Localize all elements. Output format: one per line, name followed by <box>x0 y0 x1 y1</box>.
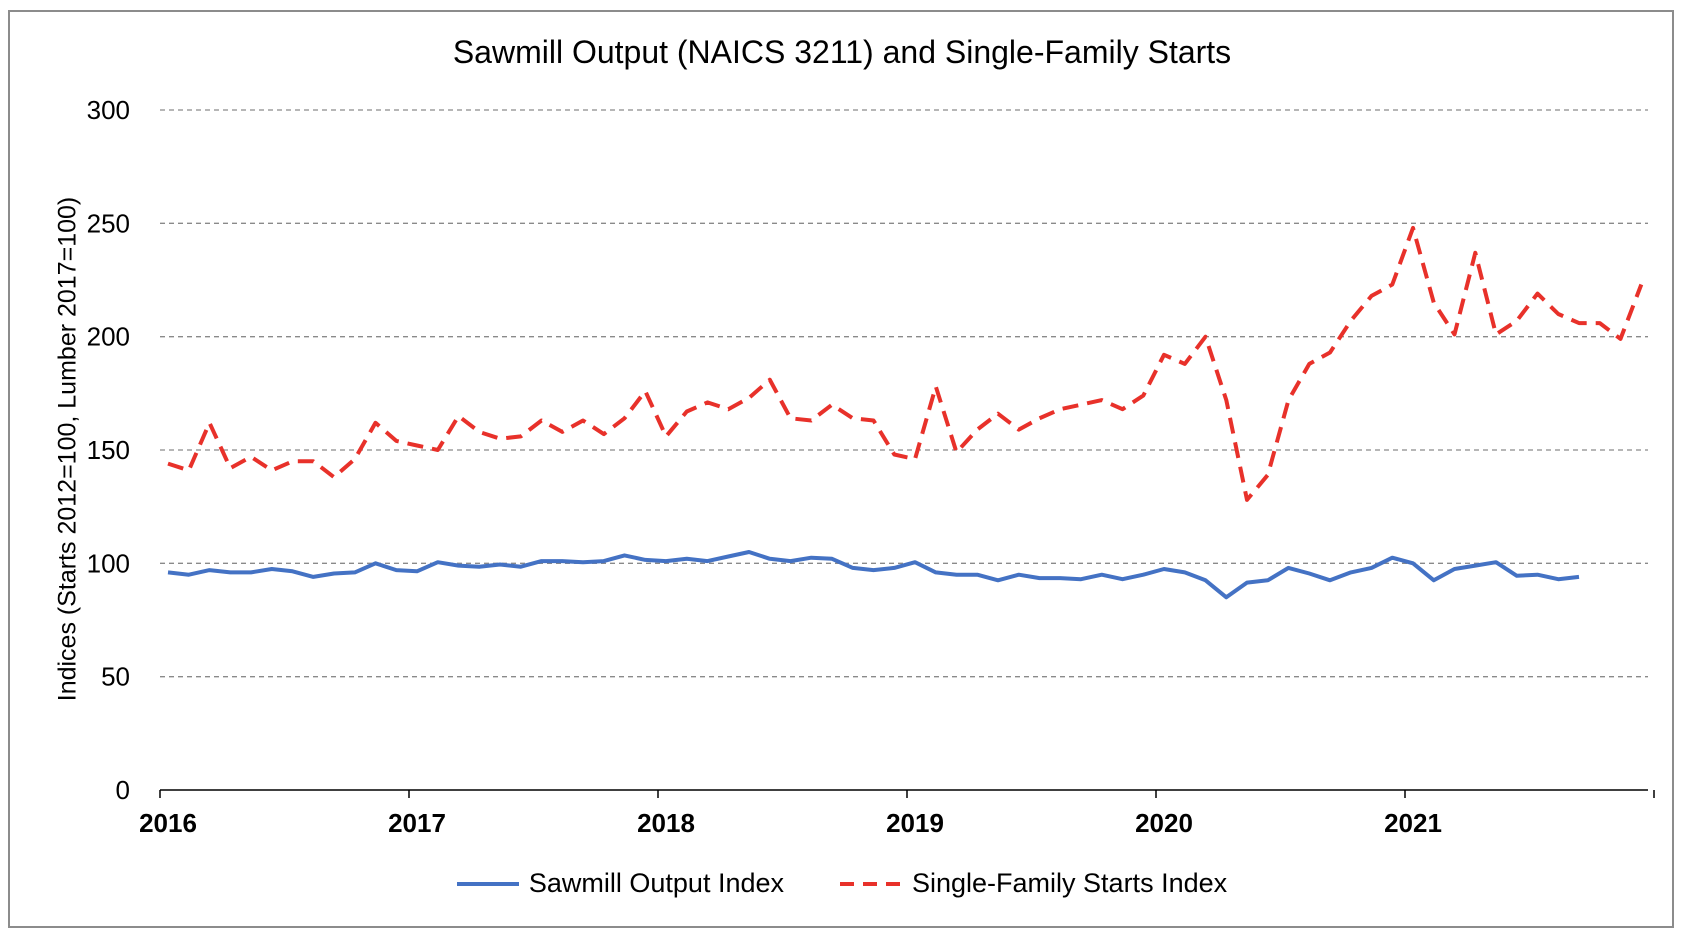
x-tick-label: 2016 <box>139 808 197 838</box>
x-tick-label: 2020 <box>1135 808 1193 838</box>
legend-item: Sawmill Output Index <box>456 868 784 899</box>
y-tick-labels: 0 50 100 150 200 250 300 <box>87 95 130 805</box>
x-tick-label: 2021 <box>1384 808 1442 838</box>
legend-item: Single-Family Starts Index <box>840 868 1227 899</box>
chart-frame <box>8 10 1674 928</box>
series-line-0 <box>167 550 1580 600</box>
x-tick-label: 2019 <box>886 808 944 838</box>
x-tick-label: 2017 <box>388 808 446 838</box>
legend-swatch <box>840 881 902 886</box>
series-lines <box>167 225 1644 600</box>
y-tick-label: 300 <box>87 95 130 125</box>
y-tick-label: 200 <box>87 322 130 352</box>
x-axis: 2016 2017 2018 2019 2020 2021 <box>139 789 1655 838</box>
y-tick-label: 250 <box>87 208 130 238</box>
y-tick-label: 100 <box>87 548 130 578</box>
chart-title: Sawmill Output (NAICS 3211) and Single-F… <box>452 34 1232 70</box>
x-tick-label: 2018 <box>637 808 695 838</box>
legend: Sawmill Output Index Single-Family Starts… <box>0 868 1684 899</box>
gridlines <box>160 109 1648 678</box>
series-line-1 <box>167 225 1644 502</box>
y-tick-label: 150 <box>87 435 130 465</box>
y-tick-label: 50 <box>101 662 130 692</box>
legend-swatch <box>456 881 519 886</box>
legend-label: Sawmill Output Index <box>528 868 784 898</box>
legend-label: Single-Family Starts Index <box>912 868 1228 898</box>
y-tick-label: 0 <box>116 775 130 805</box>
